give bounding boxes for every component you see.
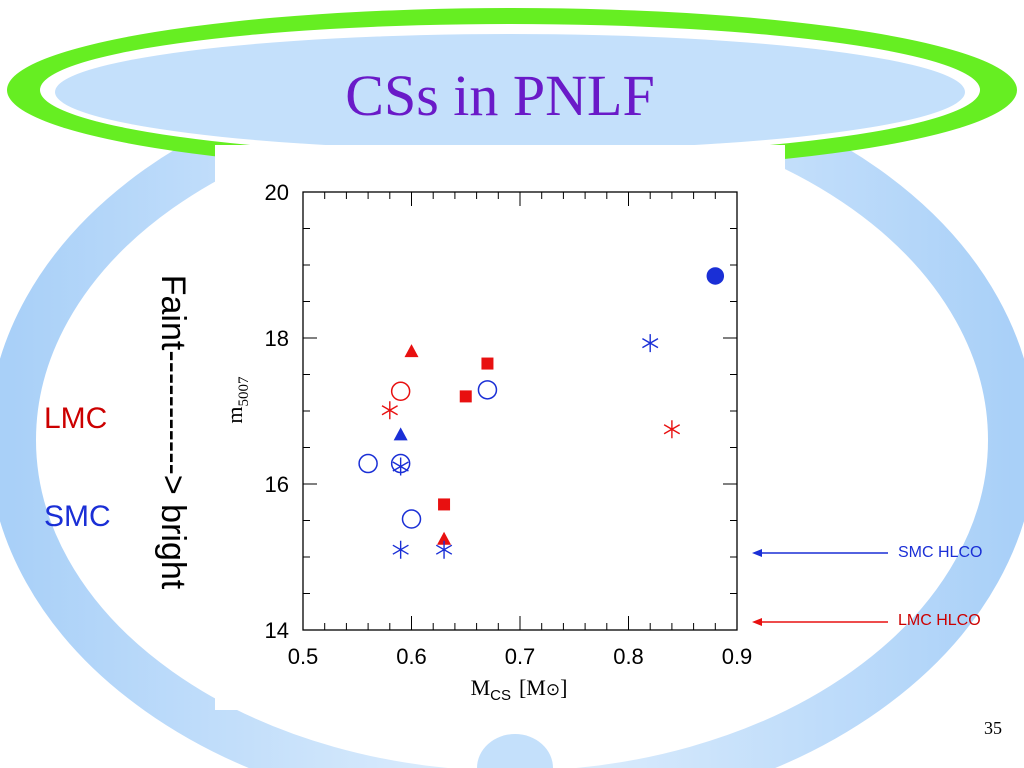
x-tick-label: 0.5 bbox=[288, 644, 319, 669]
y-axis-label-sub: 5007 bbox=[236, 376, 252, 407]
data-point-star bbox=[392, 540, 409, 559]
data-point-triangle bbox=[393, 427, 408, 441]
x-axis-label: MCS [M⊙] bbox=[471, 675, 568, 704]
x-axis-label-unit: [M bbox=[519, 675, 546, 700]
data-point-square bbox=[481, 357, 494, 370]
page-number: 35 bbox=[984, 718, 1002, 738]
y-tick-label: 18 bbox=[265, 326, 289, 351]
x-axis-label-close: ] bbox=[560, 675, 567, 700]
bottom-bubble bbox=[477, 734, 553, 768]
data-point-triangle bbox=[437, 531, 452, 545]
x-tick-label: 0.6 bbox=[396, 644, 427, 669]
plot-panel bbox=[215, 145, 785, 710]
smc-label: SMC bbox=[44, 500, 111, 533]
plot-frame bbox=[302, 191, 738, 631]
y-axis-label-main: m bbox=[222, 406, 247, 423]
lmc-hlco-annotation: LMC HLCO bbox=[898, 612, 981, 629]
data-point-star bbox=[642, 334, 659, 353]
data-point-square bbox=[438, 498, 451, 511]
data-point-star bbox=[392, 457, 409, 476]
x-axis-label-sun-symbol: ⊙ bbox=[546, 680, 560, 699]
data-point-star bbox=[381, 401, 398, 420]
data-point-circle bbox=[706, 267, 725, 285]
data-point-circle bbox=[390, 381, 411, 402]
x-tick-label: 0.8 bbox=[613, 644, 644, 669]
scatter-chart: 0.5 0.6 0.7 0.8 0.9 14 16 18 20 m5007 MCS [M⊙] bbox=[222, 180, 753, 704]
x-axis-label-sub: CS bbox=[490, 687, 511, 704]
smc-hlco-annotation: SMC HLCO bbox=[898, 544, 983, 561]
data-point-circle bbox=[358, 453, 378, 474]
faint-bright-direction-label: Faint-----------> bright bbox=[154, 274, 192, 590]
data-point-star bbox=[435, 540, 453, 559]
y-tick-label: 14 bbox=[265, 618, 289, 643]
data-point-star bbox=[663, 420, 681, 439]
x-axis-label-main: M bbox=[471, 675, 491, 700]
slide-title: CSs in PNLF bbox=[345, 63, 655, 128]
y-tick-label: 20 bbox=[265, 180, 289, 205]
data-point-triangle bbox=[404, 344, 419, 358]
x-tick-label: 0.9 bbox=[722, 644, 753, 669]
data-point-circle bbox=[477, 380, 498, 400]
data-point-square bbox=[459, 390, 472, 403]
x-tick-label: 0.7 bbox=[505, 644, 536, 669]
y-tick-label: 16 bbox=[265, 472, 289, 497]
data-point-circle bbox=[401, 509, 422, 529]
y-axis-label: m5007 bbox=[222, 376, 252, 424]
title-blue-oval bbox=[55, 34, 965, 150]
lmc-label: LMC bbox=[44, 402, 108, 435]
